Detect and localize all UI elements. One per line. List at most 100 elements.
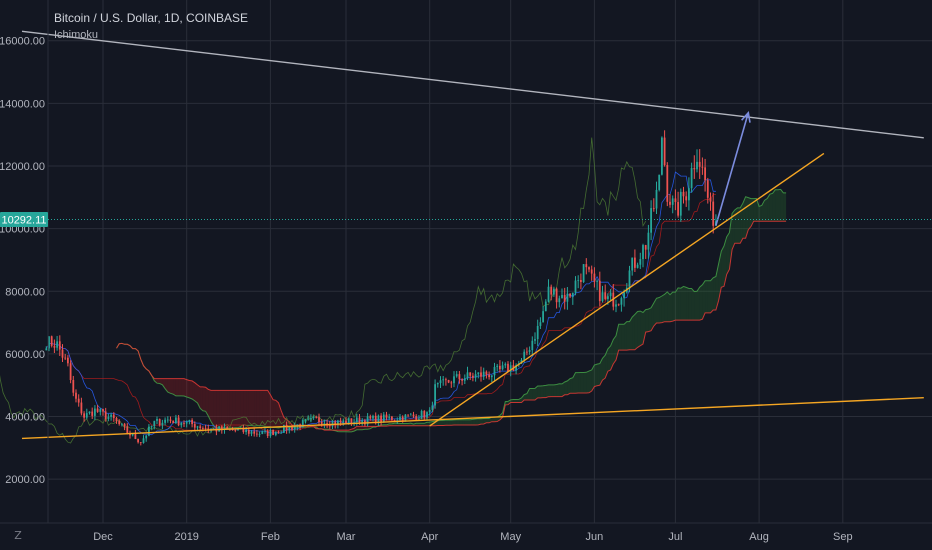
cloud-segment: [691, 288, 695, 321]
cloud-segment: [575, 372, 579, 394]
cloud-segment: [421, 423, 425, 426]
candle: [698, 149, 701, 179]
cloud-segment: [659, 295, 662, 324]
candle-body: [523, 351, 526, 360]
candle: [350, 418, 353, 426]
candle: [588, 266, 590, 273]
candle-body: [331, 421, 334, 427]
candle: [485, 370, 488, 379]
cloud-segment: [356, 426, 360, 430]
candle-body: [426, 412, 428, 418]
candle-body: [566, 293, 569, 302]
cloud-segment: [478, 418, 481, 425]
candle: [69, 360, 72, 384]
zoom-icon[interactable]: Z: [14, 529, 22, 542]
cloud-segment: [678, 287, 681, 321]
trendline-orange: [21, 397, 924, 440]
candle-body: [671, 198, 674, 205]
candle: [458, 371, 461, 384]
candle: [636, 262, 639, 269]
arrow-shaft: [715, 112, 750, 226]
candle-body: [274, 431, 277, 435]
candle-body: [571, 292, 574, 297]
candle: [99, 408, 102, 416]
candle: [64, 353, 67, 360]
candle-body: [77, 398, 80, 403]
cloud-segment: [651, 303, 654, 331]
cloud-segment: [742, 196, 746, 239]
candle-body: [617, 304, 620, 306]
candle-body: [96, 408, 99, 412]
leading-span-b: [116, 220, 787, 431]
candle-body: [347, 418, 350, 425]
cloud-segment: [454, 419, 457, 426]
candle: [118, 419, 121, 426]
candle: [685, 191, 688, 207]
candle-body: [166, 419, 169, 421]
cloud-segment: [238, 390, 241, 428]
candle-body: [507, 363, 509, 372]
candle: [601, 285, 604, 303]
cloud-segment: [721, 246, 724, 288]
candle-body: [415, 416, 418, 420]
cloud-segment: [737, 207, 741, 244]
candle-body: [712, 201, 715, 226]
candle: [247, 427, 250, 437]
y-tick-label: 6000.00: [5, 349, 45, 361]
candle-body: [320, 422, 323, 425]
cloud-segment: [481, 418, 484, 425]
candle-body: [134, 433, 137, 440]
candle: [53, 339, 56, 354]
cloud-segment: [551, 384, 554, 397]
candle-body: [555, 288, 558, 303]
candle: [474, 370, 477, 382]
cloud-segment: [562, 382, 565, 397]
candle: [642, 243, 644, 268]
cloud-segment: [437, 420, 441, 426]
cloud-segment: [756, 198, 760, 222]
candle-body: [104, 411, 107, 419]
indicator-label[interactable]: Ichimoku: [54, 29, 99, 41]
cloud-segment: [219, 390, 222, 430]
candle-body: [388, 416, 391, 418]
candle-body: [118, 420, 121, 425]
candle-body: [145, 435, 148, 439]
cloud-segment: [259, 390, 263, 426]
candle-body: [644, 245, 647, 250]
cloud-segment: [167, 378, 171, 394]
candle-body: [531, 340, 534, 351]
cloud-segment: [540, 385, 544, 398]
candle-body: [199, 426, 202, 429]
candle-body: [504, 363, 507, 366]
candle: [158, 418, 161, 427]
candle-body: [696, 161, 698, 170]
cloud-segment: [200, 386, 203, 411]
candle-body: [377, 415, 380, 424]
candle-body: [493, 366, 496, 376]
candle-body: [407, 414, 409, 416]
candle: [704, 158, 706, 192]
candle-body: [607, 296, 609, 299]
candle: [180, 422, 183, 428]
candle-body: [631, 257, 634, 271]
candle-body: [639, 259, 642, 265]
candle-body: [666, 165, 669, 202]
cloud-segment: [364, 426, 368, 430]
cloud-segment: [680, 286, 684, 321]
cloud-segment: [418, 423, 422, 426]
candle-body: [307, 418, 310, 420]
candle-body: [112, 414, 115, 419]
cloud-segment: [605, 348, 608, 379]
cloud-segment: [470, 419, 473, 425]
cloud-segment: [589, 369, 592, 393]
candle: [434, 379, 436, 409]
candle-body: [690, 168, 693, 189]
candle-body: [253, 431, 256, 434]
candle-body: [169, 419, 172, 421]
cloud-segment: [643, 309, 646, 344]
candle-body: [418, 418, 420, 420]
cloud-segment: [189, 380, 193, 400]
candle-body: [334, 421, 337, 426]
candle: [409, 412, 412, 416]
